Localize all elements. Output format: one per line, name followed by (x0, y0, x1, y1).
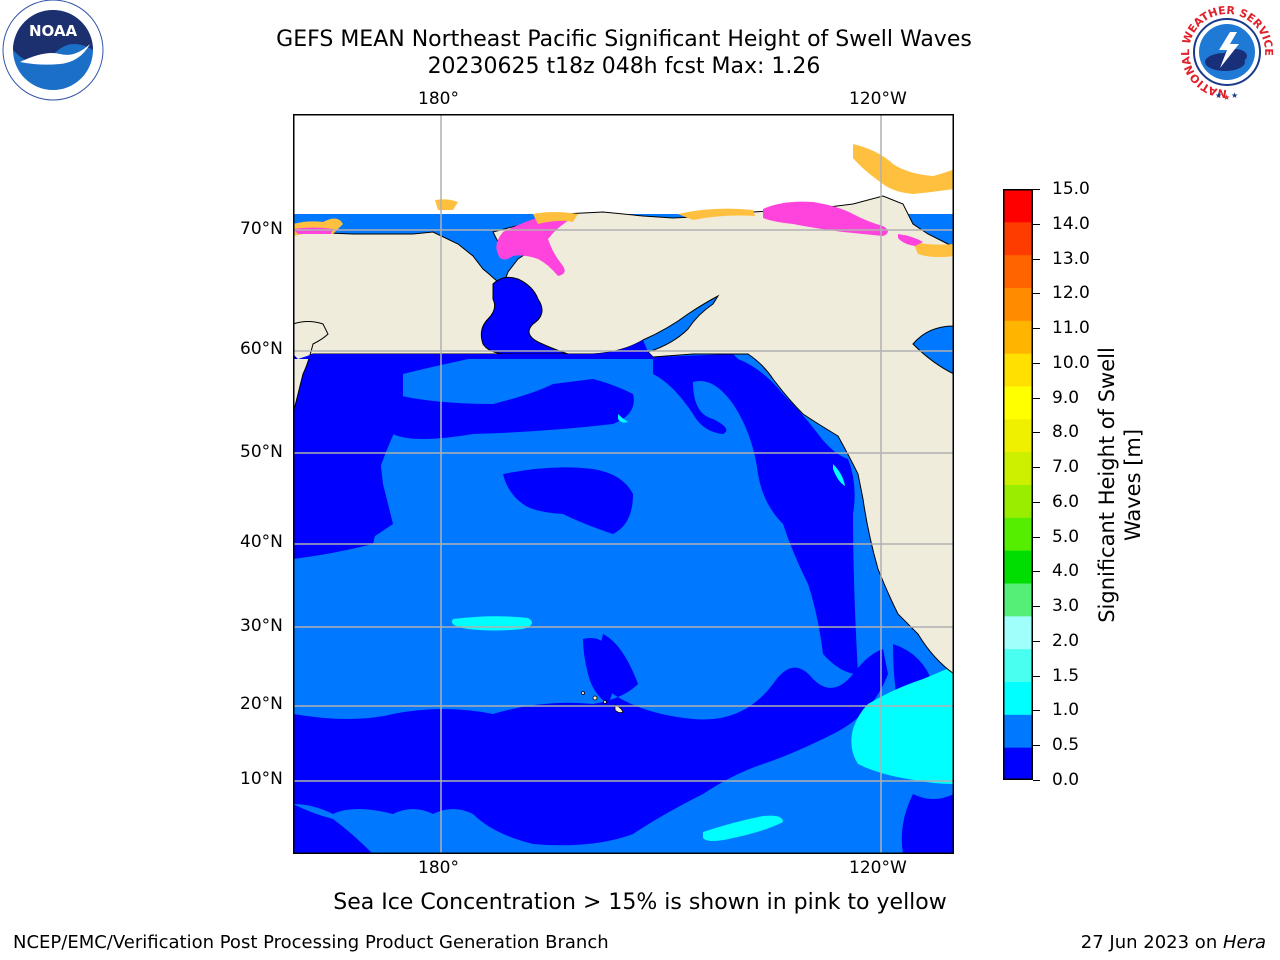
colorbar-tick-mark (1033, 328, 1040, 330)
colorbar-cell (1003, 418, 1033, 453)
colorbar-tick-label: 0.5 (1052, 735, 1080, 756)
plot-title: GEFS MEAN Northeast Pacific Significant … (276, 27, 972, 52)
colorbar-tick-mark (1033, 606, 1040, 608)
lon-label-bottom-180: 180° (418, 858, 459, 878)
colorbar-label-line1: Significant Height of Swell (1095, 347, 1119, 623)
lat-label-50n: 50°N (240, 442, 283, 462)
sea-ice-note: Sea Ice Concentration > 15% is shown in … (333, 890, 947, 915)
colorbar-cell (1003, 320, 1033, 354)
land-areas (293, 195, 954, 675)
lon-label-bottom-120w: 120°W (849, 858, 907, 878)
lat-label-60n: 60°N (240, 339, 283, 359)
noaa-logo: NOAA (2, 0, 104, 101)
colorbar-label: Significant Height of Swell Waves [m] (1094, 347, 1146, 623)
colorbar-cell (1003, 189, 1033, 223)
colorbar-cell (1003, 747, 1033, 780)
colorbar-cell (1003, 484, 1033, 518)
colorbar-tick-mark (1033, 223, 1040, 225)
colorbar-tick-label: 5.0 (1052, 526, 1080, 547)
colorbar-tick-mark (1033, 536, 1040, 538)
plot-subtitle: 20230625 t18z 048h fcst Max: 1.26 (427, 54, 821, 79)
colorbar-tick-label: 9.0 (1052, 387, 1080, 408)
colorbar-cell (1003, 681, 1033, 715)
lat-label-10n: 10°N (240, 769, 283, 789)
nws-logo: NATIONAL WEATHER SERVICE ★ ★ ★ (1177, 2, 1277, 102)
colorbar-tick-mark (1033, 571, 1040, 573)
colorbar-tick-label: 10.0 (1052, 352, 1090, 373)
colorbar-cell (1003, 550, 1033, 584)
colorbar-label-line2: Waves [m] (1121, 428, 1145, 542)
map-frame (293, 114, 954, 854)
colorbar-tick-label: 15.0 (1052, 179, 1090, 199)
colorbar-tick-label: 2.0 (1052, 630, 1080, 651)
colorbar-tick-mark (1033, 745, 1040, 747)
colorbar-tick-label: 0.0 (1052, 770, 1080, 790)
lon-label-top-180: 180° (418, 89, 459, 109)
colorbar-cell (1003, 714, 1033, 748)
lon-label-top-120w: 120°W (849, 89, 907, 109)
colorbar-cell (1003, 517, 1033, 551)
colorbar-tick-mark (1033, 432, 1040, 434)
colorbar-tick-mark (1033, 189, 1040, 190)
colorbar-cell (1003, 287, 1033, 321)
colorbar-tick-mark (1033, 293, 1040, 295)
colorbar-cell (1003, 221, 1033, 256)
colorbar-tick-label: 14.0 (1052, 213, 1090, 234)
colorbar-tick-mark (1033, 675, 1040, 677)
svg-text:★: ★ (1215, 91, 1222, 100)
footer-host: Hera (1222, 932, 1266, 953)
graticule (293, 114, 954, 854)
colorbar-tick-label: 3.0 (1052, 596, 1080, 617)
colorbar-tick-label: 6.0 (1052, 491, 1080, 512)
colorbar-tick-label: 1.5 (1052, 665, 1080, 686)
colorbar-tick-mark (1033, 710, 1040, 712)
colorbar-cell (1003, 353, 1033, 387)
colorbar-tick-mark (1033, 501, 1040, 503)
colorbar-tick-mark (1033, 780, 1040, 781)
svg-text:★: ★ (1223, 93, 1230, 102)
colorbar-cell (1003, 386, 1033, 420)
footer-credit: NCEP/EMC/Verification Post Processing Pr… (13, 932, 609, 953)
map-panel (293, 114, 954, 854)
colorbar-tick-label: 13.0 (1052, 248, 1090, 269)
colorbar-tick-label: 12.0 (1052, 283, 1090, 304)
colorbar-tick-label: 4.0 (1052, 561, 1080, 582)
colorbar-tick-label: 7.0 (1052, 457, 1080, 478)
footer-date-text: 27 Jun 2023 on (1080, 932, 1223, 953)
colorbar-tick-label: 11.0 (1052, 318, 1090, 339)
lat-label-40n: 40°N (240, 532, 283, 552)
colorbar (1003, 189, 1033, 780)
colorbar-tick-mark (1033, 640, 1040, 642)
colorbar-cell (1003, 583, 1033, 617)
colorbar-cell (1003, 648, 1033, 682)
footer-date: 27 Jun 2023 on Hera (1081, 932, 1266, 953)
svg-text:★: ★ (1231, 91, 1238, 100)
colorbar-tick-mark (1033, 362, 1040, 364)
colorbar-cell (1003, 254, 1033, 288)
noaa-logo-text: NOAA (29, 22, 78, 40)
lat-label-70n: 70°N (240, 219, 283, 239)
lat-label-30n: 30°N (240, 616, 283, 636)
lat-label-20n: 20°N (240, 694, 283, 714)
colorbar-tick-mark (1033, 467, 1040, 469)
colorbar-tick-mark (1033, 258, 1040, 260)
hawaii (581, 691, 624, 714)
colorbar-tick-label: 8.0 (1052, 422, 1080, 443)
colorbar-tick-label: 1.0 (1052, 700, 1080, 721)
colorbar-tick-mark (1033, 397, 1040, 399)
colorbar-cell (1003, 451, 1033, 485)
colorbar-cell (1003, 615, 1033, 650)
